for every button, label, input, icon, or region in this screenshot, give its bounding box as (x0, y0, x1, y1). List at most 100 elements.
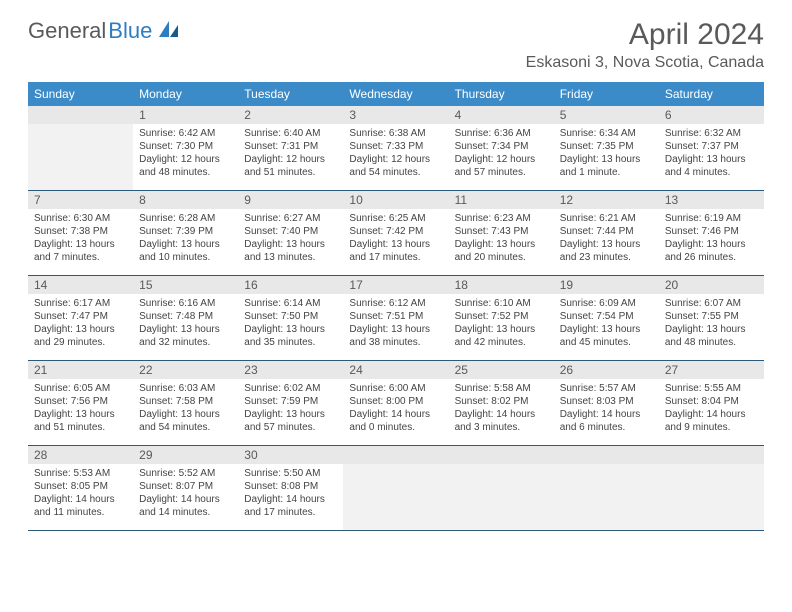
sunrise-text: Sunrise: 6:07 AM (665, 297, 758, 310)
day-content (343, 464, 448, 530)
sunset-text: Sunset: 7:35 PM (560, 140, 653, 153)
bottom-rule (28, 530, 764, 531)
day-content: Sunrise: 6:19 AMSunset: 7:46 PMDaylight:… (659, 209, 764, 267)
daylight-text: Daylight: 13 hours and 48 minutes. (665, 323, 758, 349)
daylight-text: Daylight: 13 hours and 45 minutes. (560, 323, 653, 349)
calendar-day-empty (449, 446, 554, 530)
day-number: 25 (449, 361, 554, 379)
calendar-day-empty (343, 446, 448, 530)
day-number: 9 (238, 191, 343, 209)
calendar-day: 26Sunrise: 5:57 AMSunset: 8:03 PMDayligh… (554, 361, 659, 445)
daylight-text: Daylight: 12 hours and 48 minutes. (139, 153, 232, 179)
sunrise-text: Sunrise: 6:10 AM (455, 297, 548, 310)
day-number: 24 (343, 361, 448, 379)
daylight-text: Daylight: 13 hours and 7 minutes. (34, 238, 127, 264)
day-number: 5 (554, 106, 659, 124)
calendar-day-empty (659, 446, 764, 530)
calendar-day: 23Sunrise: 6:02 AMSunset: 7:59 PMDayligh… (238, 361, 343, 445)
daylight-text: Daylight: 13 hours and 4 minutes. (665, 153, 758, 179)
title-block: April 2024 Eskasoni 3, Nova Scotia, Cana… (526, 18, 764, 72)
day-content: Sunrise: 6:07 AMSunset: 7:55 PMDaylight:… (659, 294, 764, 352)
day-content: Sunrise: 6:02 AMSunset: 7:59 PMDaylight:… (238, 379, 343, 437)
day-number: 3 (343, 106, 448, 124)
logo-text-1: General (28, 18, 106, 44)
day-content: Sunrise: 6:16 AMSunset: 7:48 PMDaylight:… (133, 294, 238, 352)
calendar-day-empty (554, 446, 659, 530)
sunset-text: Sunset: 8:08 PM (244, 480, 337, 493)
daylight-text: Daylight: 13 hours and 26 minutes. (665, 238, 758, 264)
daylight-text: Daylight: 13 hours and 13 minutes. (244, 238, 337, 264)
weekday-label: Friday (554, 82, 659, 106)
day-content: Sunrise: 6:32 AMSunset: 7:37 PMDaylight:… (659, 124, 764, 182)
calendar-day: 3Sunrise: 6:38 AMSunset: 7:33 PMDaylight… (343, 106, 448, 190)
calendar-day: 2Sunrise: 6:40 AMSunset: 7:31 PMDaylight… (238, 106, 343, 190)
day-number: 19 (554, 276, 659, 294)
sunset-text: Sunset: 8:03 PM (560, 395, 653, 408)
daylight-text: Daylight: 14 hours and 9 minutes. (665, 408, 758, 434)
day-content: Sunrise: 5:55 AMSunset: 8:04 PMDaylight:… (659, 379, 764, 437)
sunset-text: Sunset: 7:46 PM (665, 225, 758, 238)
sunrise-text: Sunrise: 5:57 AM (560, 382, 653, 395)
sunrise-text: Sunrise: 6:09 AM (560, 297, 653, 310)
weekday-label: Tuesday (238, 82, 343, 106)
calendar-day: 8Sunrise: 6:28 AMSunset: 7:39 PMDaylight… (133, 191, 238, 275)
weekday-label: Monday (133, 82, 238, 106)
calendar-day-empty (28, 106, 133, 190)
day-number: 15 (133, 276, 238, 294)
sunrise-text: Sunrise: 6:38 AM (349, 127, 442, 140)
sunset-text: Sunset: 7:38 PM (34, 225, 127, 238)
sunrise-text: Sunrise: 6:36 AM (455, 127, 548, 140)
calendar-day: 20Sunrise: 6:07 AMSunset: 7:55 PMDayligh… (659, 276, 764, 360)
calendar-day: 4Sunrise: 6:36 AMSunset: 7:34 PMDaylight… (449, 106, 554, 190)
day-number: 17 (343, 276, 448, 294)
sunrise-text: Sunrise: 6:42 AM (139, 127, 232, 140)
sunrise-text: Sunrise: 6:28 AM (139, 212, 232, 225)
sunrise-text: Sunrise: 6:02 AM (244, 382, 337, 395)
day-number: 4 (449, 106, 554, 124)
day-content: Sunrise: 5:52 AMSunset: 8:07 PMDaylight:… (133, 464, 238, 522)
sunrise-text: Sunrise: 6:00 AM (349, 382, 442, 395)
sunrise-text: Sunrise: 5:53 AM (34, 467, 127, 480)
day-number: 13 (659, 191, 764, 209)
sunset-text: Sunset: 7:44 PM (560, 225, 653, 238)
sunrise-text: Sunrise: 6:40 AM (244, 127, 337, 140)
sunrise-text: Sunrise: 6:34 AM (560, 127, 653, 140)
calendar-day: 11Sunrise: 6:23 AMSunset: 7:43 PMDayligh… (449, 191, 554, 275)
day-number: 7 (28, 191, 133, 209)
calendar-day: 30Sunrise: 5:50 AMSunset: 8:08 PMDayligh… (238, 446, 343, 530)
daylight-text: Daylight: 13 hours and 17 minutes. (349, 238, 442, 264)
daylight-text: Daylight: 13 hours and 38 minutes. (349, 323, 442, 349)
daylight-text: Daylight: 13 hours and 29 minutes. (34, 323, 127, 349)
calendar-week: 1Sunrise: 6:42 AMSunset: 7:30 PMDaylight… (28, 106, 764, 190)
day-content: Sunrise: 6:40 AMSunset: 7:31 PMDaylight:… (238, 124, 343, 182)
calendar-day: 12Sunrise: 6:21 AMSunset: 7:44 PMDayligh… (554, 191, 659, 275)
day-number: 6 (659, 106, 764, 124)
sunset-text: Sunset: 8:05 PM (34, 480, 127, 493)
calendar-day: 6Sunrise: 6:32 AMSunset: 7:37 PMDaylight… (659, 106, 764, 190)
sunset-text: Sunset: 7:34 PM (455, 140, 548, 153)
calendar-day: 25Sunrise: 5:58 AMSunset: 8:02 PMDayligh… (449, 361, 554, 445)
day-content: Sunrise: 5:57 AMSunset: 8:03 PMDaylight:… (554, 379, 659, 437)
daylight-text: Daylight: 14 hours and 3 minutes. (455, 408, 548, 434)
day-number: 20 (659, 276, 764, 294)
calendar-day: 18Sunrise: 6:10 AMSunset: 7:52 PMDayligh… (449, 276, 554, 360)
sunrise-text: Sunrise: 6:21 AM (560, 212, 653, 225)
day-content (554, 464, 659, 530)
weekday-label: Sunday (28, 82, 133, 106)
sunset-text: Sunset: 7:58 PM (139, 395, 232, 408)
calendar-week: 14Sunrise: 6:17 AMSunset: 7:47 PMDayligh… (28, 275, 764, 360)
sunrise-text: Sunrise: 5:52 AM (139, 467, 232, 480)
sunrise-text: Sunrise: 6:30 AM (34, 212, 127, 225)
calendar-day: 10Sunrise: 6:25 AMSunset: 7:42 PMDayligh… (343, 191, 448, 275)
sunset-text: Sunset: 7:59 PM (244, 395, 337, 408)
daylight-text: Daylight: 13 hours and 35 minutes. (244, 323, 337, 349)
logo-text-2: Blue (108, 18, 152, 44)
day-number: 12 (554, 191, 659, 209)
day-content: Sunrise: 6:14 AMSunset: 7:50 PMDaylight:… (238, 294, 343, 352)
calendar-day: 21Sunrise: 6:05 AMSunset: 7:56 PMDayligh… (28, 361, 133, 445)
day-number (28, 106, 133, 124)
day-number: 8 (133, 191, 238, 209)
day-content (28, 124, 133, 190)
calendar-day: 5Sunrise: 6:34 AMSunset: 7:35 PMDaylight… (554, 106, 659, 190)
day-number: 1 (133, 106, 238, 124)
